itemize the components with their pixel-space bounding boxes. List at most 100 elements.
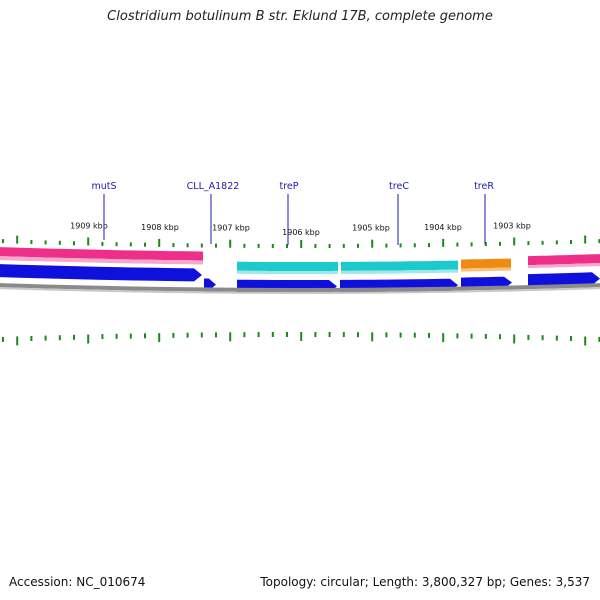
tick-mark-bottom — [30, 336, 33, 341]
tick-mark-bottom — [271, 332, 274, 337]
genome-summary: Topology: circular; Length: 3,800,327 bp… — [260, 575, 590, 589]
tick-mark-top — [428, 243, 430, 248]
tick-mark-top — [16, 235, 19, 244]
tick-mark-bottom — [428, 332, 430, 338]
gene-arrow-mutS — [0, 264, 202, 282]
tick-mark-top — [314, 244, 317, 248]
tick-mark-bottom — [300, 332, 303, 341]
gene-label-mutS: mutS — [91, 181, 116, 192]
tick-mark-top — [371, 239, 374, 248]
tick-label: 1907 kbp — [212, 224, 250, 233]
tick-mark-top — [286, 244, 288, 248]
tick-labels: 1909 kbp 1908 kbp 1907 kbp 1906 kbp 1905 kbp… — [70, 222, 531, 238]
tick-mark-top — [342, 243, 345, 248]
tick-mark-top — [470, 242, 473, 247]
tick-label: 1903 kbp — [493, 222, 531, 231]
tick-mark-bottom — [342, 332, 345, 338]
tick-mark-top — [527, 241, 530, 246]
tick-label: 1905 kbp — [352, 224, 390, 233]
map-title: Clostridium botulinum B str. Eklund 17B,… — [107, 9, 493, 24]
tick-mark-top — [73, 241, 75, 246]
tick-mark-top — [186, 243, 189, 248]
tick-mark-bottom — [172, 332, 175, 338]
gene-label-treC: treC — [389, 181, 409, 192]
tick-mark-top — [570, 240, 572, 244]
tick-mark-top — [598, 239, 600, 244]
tick-mark-bottom — [499, 334, 501, 340]
tick-mark-bottom — [129, 333, 132, 339]
tick-mark-top — [513, 237, 516, 246]
tick-mark-bottom — [2, 336, 4, 342]
tick-mark-top — [243, 243, 246, 248]
tick-mark-top — [357, 243, 359, 248]
tick-mark-bottom — [555, 335, 558, 341]
tick-label: 1904 kbp — [424, 223, 462, 232]
tick-mark-top — [2, 239, 4, 244]
cds-feature-treC — [341, 260, 458, 271]
tick-mark-bottom — [229, 332, 232, 342]
tick-mark-top — [328, 244, 331, 248]
tick-mark-top — [101, 241, 104, 246]
tick-mark-bottom — [58, 335, 61, 341]
tick-mark-top — [271, 244, 274, 248]
tick-marks-bottom — [2, 332, 600, 346]
tick-mark-bottom — [584, 336, 587, 346]
tick-mark-bottom — [413, 332, 416, 338]
tick-label: 1909 kbp — [70, 222, 108, 231]
tick-mark-bottom — [87, 334, 90, 344]
tick-mark-bottom — [44, 335, 47, 341]
tick-mark-top — [385, 243, 388, 248]
tick-mark-top — [541, 240, 544, 245]
tick-mark-top — [257, 243, 260, 248]
cds-feature-next-shade — [528, 263, 600, 269]
tick-mark-bottom — [73, 334, 75, 340]
tick-mark-bottom — [513, 334, 516, 344]
tick-mark-top — [399, 243, 402, 248]
tick-mark-bottom — [371, 332, 374, 342]
tick-mark-top — [442, 238, 445, 247]
tick-mark-bottom — [101, 334, 104, 340]
tick-mark-bottom — [158, 333, 161, 343]
tick-mark-top — [499, 241, 501, 246]
tick-mark-bottom — [385, 332, 388, 338]
gene-label-treR: treR — [474, 181, 494, 192]
tick-mark-top — [58, 240, 61, 245]
tick-mark-bottom — [16, 336, 19, 346]
cds-feature-mutS-shade — [0, 256, 203, 265]
tick-mark-top — [229, 239, 232, 248]
tick-mark-bottom — [456, 333, 459, 339]
cds-feature-treR-shade — [461, 267, 511, 272]
tick-mark-bottom — [314, 332, 317, 337]
tick-mark-bottom — [257, 332, 260, 338]
tick-mark-bottom — [598, 336, 600, 342]
tick-mark-top — [200, 243, 203, 248]
tick-mark-top — [172, 243, 175, 248]
tick-mark-bottom — [243, 332, 246, 338]
tick-mark-bottom — [442, 333, 445, 343]
tick-mark-bottom — [399, 332, 402, 338]
backbone-line — [0, 283, 600, 292]
tick-mark-bottom — [200, 332, 203, 338]
tick-mark-bottom — [570, 336, 572, 341]
gene-label-CLL_A1822: CLL_A1822 — [187, 181, 240, 192]
gene-label-treP: treP — [280, 181, 299, 192]
cds-feature-treP — [237, 261, 338, 271]
tick-mark-top — [129, 242, 132, 247]
tick-mark-top — [158, 238, 161, 247]
cds-feature-treR — [461, 258, 511, 269]
tick-label: 1908 kbp — [141, 223, 179, 232]
tick-mark-top — [584, 235, 587, 244]
tick-mark-top — [484, 242, 487, 247]
accession-text: Accession: NC_010674 — [9, 575, 146, 589]
tick-mark-bottom — [186, 332, 189, 338]
tick-mark-top — [30, 240, 33, 244]
tick-mark-top — [300, 240, 303, 248]
tick-mark-bottom — [144, 333, 146, 339]
tick-mark-bottom — [357, 332, 359, 338]
gene-arrow-next — [528, 272, 600, 288]
cds-feature-treP-shade — [237, 270, 338, 274]
backbone — [0, 283, 600, 294]
tick-mark-bottom — [328, 332, 331, 337]
tick-mark-top — [144, 242, 146, 247]
